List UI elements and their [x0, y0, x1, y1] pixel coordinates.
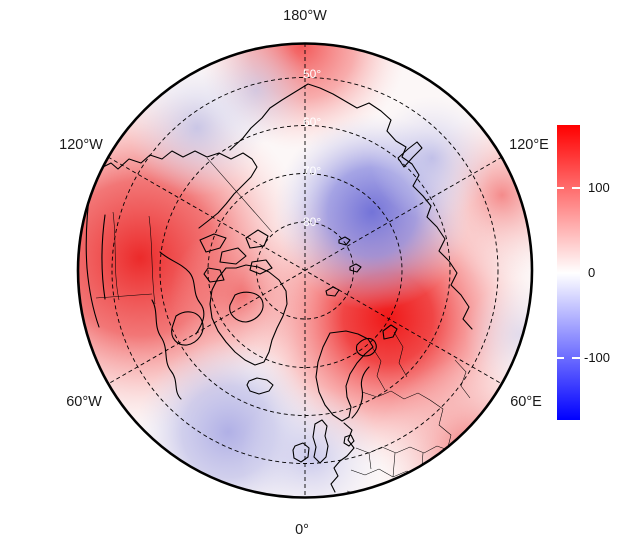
border-europe-1	[361, 390, 431, 401]
border-europe-5	[368, 452, 424, 492]
anomaly-field	[78, 43, 532, 498]
border-russia-2	[429, 399, 452, 452]
positive-anomaly-se-europe	[377, 357, 532, 498]
great-britain	[312, 419, 329, 464]
border-alaska-yukon	[206, 157, 273, 233]
meridian-label-0: 0°	[295, 522, 309, 538]
colorbar-gradient	[557, 125, 580, 420]
parallel-label-60: 60°	[303, 115, 321, 129]
franz-josef-1	[349, 263, 362, 273]
kanin-peninsula	[382, 324, 398, 340]
greenland	[209, 264, 288, 366]
border-russia-1	[393, 331, 408, 378]
parallel-80	[256, 221, 354, 320]
border-ural	[454, 359, 471, 399]
coast-alaska-canada	[87, 150, 258, 229]
meridian-label-60e: 60°E	[510, 394, 542, 410]
colorbar-tick-100-right	[572, 187, 583, 189]
parallel-label-50: 50°	[303, 67, 321, 81]
meridian-label-120e: 120°E	[509, 137, 549, 153]
meridian-120e-60w	[107, 156, 503, 385]
border-canada-3	[95, 293, 153, 299]
border-europe-2	[355, 445, 452, 454]
meridian-label-120w: 120°W	[59, 137, 103, 153]
arctic-island-2	[219, 247, 247, 265]
negative-anomaly-chukchi	[201, 43, 311, 145]
parallel-label-70: 70°	[303, 164, 321, 178]
coast-canada-mainland	[159, 251, 205, 335]
coast-siberia	[229, 83, 473, 330]
svalbard	[325, 286, 340, 297]
parallel-label-80: 80°	[303, 215, 321, 229]
border-canada-1	[112, 211, 120, 301]
border-finland-russia	[371, 346, 386, 391]
arctic-island-1	[199, 233, 227, 253]
colorbar-tick-neg100-left	[557, 357, 564, 359]
negative-anomaly-arctic-ext	[370, 96, 494, 220]
scandinavia	[315, 330, 374, 422]
franz-josef-2	[338, 236, 351, 246]
coast-labrador	[151, 299, 182, 400]
colorbar: 100 0 -100	[557, 125, 610, 420]
colorbar-tick-100-left	[557, 187, 564, 189]
coast-alaska-west-rim2	[101, 214, 106, 300]
denmark	[343, 434, 355, 447]
map-rim-circle	[76, 42, 534, 499]
colorbar-label-100: 100	[588, 180, 610, 195]
hudson-bay	[171, 311, 204, 346]
baltic-coast	[351, 366, 370, 419]
meridian-label-60w: 60°W	[66, 394, 102, 410]
colorbar-label-0: 0	[588, 265, 595, 280]
meridian-label-180w: 180°W	[283, 8, 327, 24]
severnaya-zemlya	[397, 141, 423, 168]
ireland	[292, 442, 310, 463]
border-canada-2	[148, 215, 156, 305]
colorbar-label-neg100: -100	[584, 350, 610, 365]
iceland	[246, 377, 274, 395]
negative-anomaly-atlantic-ext	[240, 386, 384, 498]
white-sea	[355, 337, 377, 357]
colorbar-tick-neg100-right	[572, 357, 583, 359]
graticule	[107, 43, 503, 498]
negative-anomaly-ural-rim	[465, 280, 532, 390]
parallel-70	[207, 173, 403, 368]
baffin-island	[229, 291, 264, 323]
